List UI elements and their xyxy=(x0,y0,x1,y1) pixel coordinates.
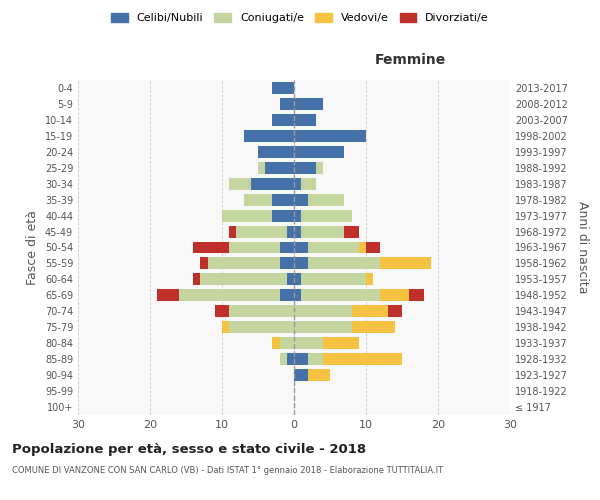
Bar xyxy=(287,226,294,237)
Bar xyxy=(308,242,359,254)
Bar xyxy=(229,226,236,237)
Bar xyxy=(272,194,294,205)
Bar xyxy=(236,226,287,237)
Bar xyxy=(294,210,301,222)
Bar xyxy=(193,274,200,285)
Bar xyxy=(301,210,352,222)
Bar xyxy=(258,162,265,173)
Legend: Celibi/Nubili, Coniugati/e, Vedovi/e, Divorziati/e: Celibi/Nubili, Coniugati/e, Vedovi/e, Di… xyxy=(107,8,493,28)
Y-axis label: Anni di nascita: Anni di nascita xyxy=(576,201,589,294)
Bar xyxy=(380,290,409,302)
Bar xyxy=(294,290,301,302)
Bar xyxy=(222,210,272,222)
Bar xyxy=(294,322,352,333)
Bar xyxy=(272,210,294,222)
Bar xyxy=(323,353,402,365)
Bar xyxy=(323,337,359,349)
Bar xyxy=(215,306,229,318)
Bar xyxy=(229,242,280,254)
Bar xyxy=(280,242,294,254)
Bar xyxy=(352,306,388,318)
Bar xyxy=(316,162,323,173)
Bar xyxy=(380,258,431,270)
Bar xyxy=(294,146,344,158)
Bar xyxy=(272,82,294,94)
Bar xyxy=(258,146,294,158)
Bar xyxy=(294,178,301,190)
Bar xyxy=(287,353,294,365)
Bar xyxy=(294,226,301,237)
Bar xyxy=(222,322,229,333)
Bar xyxy=(294,162,316,173)
Bar xyxy=(294,274,301,285)
Bar xyxy=(294,337,323,349)
Bar xyxy=(251,178,294,190)
Text: Popolazione per età, sesso e stato civile - 2018: Popolazione per età, sesso e stato civil… xyxy=(12,442,366,456)
Bar xyxy=(272,114,294,126)
Bar xyxy=(294,369,308,381)
Bar xyxy=(366,242,380,254)
Bar xyxy=(193,242,229,254)
Bar xyxy=(244,130,294,142)
Bar xyxy=(301,226,344,237)
Bar xyxy=(352,322,395,333)
Text: COMUNE DI VANZONE CON SAN CARLO (VB) - Dati ISTAT 1° gennaio 2018 - Elaborazione: COMUNE DI VANZONE CON SAN CARLO (VB) - D… xyxy=(12,466,443,475)
Bar xyxy=(301,178,316,190)
Bar xyxy=(280,353,287,365)
Bar xyxy=(229,306,294,318)
Y-axis label: Fasce di età: Fasce di età xyxy=(26,210,39,285)
Bar xyxy=(280,337,294,349)
Bar xyxy=(280,98,294,110)
Bar xyxy=(294,258,308,270)
Bar xyxy=(294,98,323,110)
Bar xyxy=(308,194,344,205)
Bar xyxy=(301,274,366,285)
Bar xyxy=(200,258,208,270)
Bar xyxy=(308,258,380,270)
Bar xyxy=(308,353,323,365)
Bar xyxy=(179,290,280,302)
Bar xyxy=(208,258,280,270)
Bar xyxy=(294,242,308,254)
Bar xyxy=(265,162,294,173)
Bar xyxy=(280,258,294,270)
Bar xyxy=(244,194,272,205)
Bar xyxy=(200,274,287,285)
Bar xyxy=(294,194,308,205)
Bar xyxy=(359,242,366,254)
Bar xyxy=(308,369,330,381)
Bar xyxy=(388,306,402,318)
Bar xyxy=(229,322,294,333)
Bar xyxy=(229,178,251,190)
Bar xyxy=(157,290,179,302)
Bar xyxy=(301,290,380,302)
Bar xyxy=(294,306,352,318)
Text: Femmine: Femmine xyxy=(375,52,446,66)
Bar xyxy=(294,130,366,142)
Bar xyxy=(287,274,294,285)
Bar xyxy=(280,290,294,302)
Bar xyxy=(272,337,280,349)
Bar xyxy=(366,274,373,285)
Bar xyxy=(294,353,308,365)
Bar xyxy=(344,226,359,237)
Bar xyxy=(409,290,424,302)
Bar xyxy=(294,114,316,126)
